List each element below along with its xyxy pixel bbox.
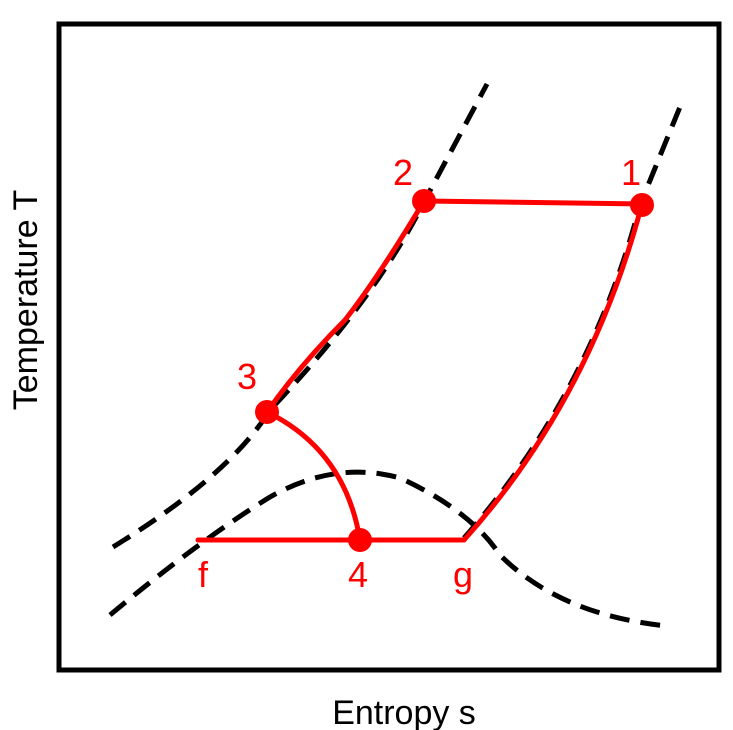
process-line-g-1 (461, 201, 645, 543)
process-line-2-3 (264, 198, 427, 415)
process-line-1-2 (421, 198, 645, 207)
state-label-f: f (198, 554, 209, 595)
state-label-2: 2 (393, 152, 413, 193)
state-label-4: 4 (348, 554, 368, 595)
state-label-3: 3 (237, 356, 257, 397)
process-line-3-4 (264, 409, 363, 543)
state-point-1 (630, 193, 654, 217)
plot-frame (56, 21, 722, 673)
x-axis-label: Entropy s (332, 694, 476, 730)
saturation-dome-curve (108, 469, 668, 629)
y-axis-label: Temperature T (7, 190, 45, 410)
state-label-g: g (453, 554, 473, 595)
state-point-4 (348, 528, 372, 552)
state-point-3 (255, 400, 279, 424)
state-label-1: 1 (621, 152, 641, 193)
state-point-2 (412, 189, 436, 213)
